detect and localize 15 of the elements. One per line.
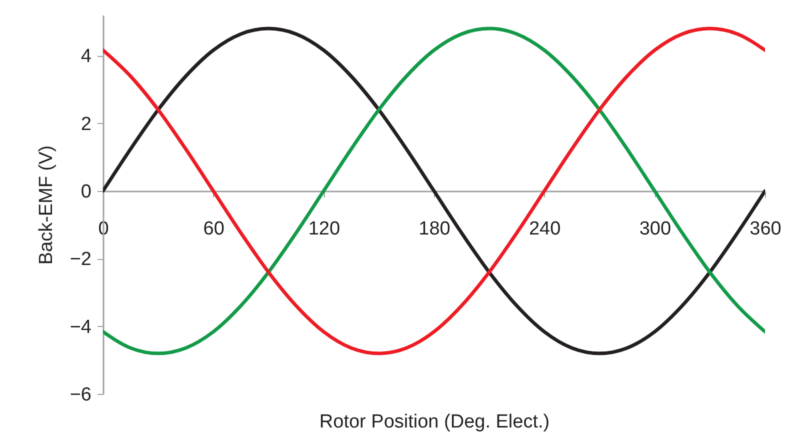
- y-tick-label: 0: [80, 181, 92, 202]
- x-tick-label: 360: [750, 218, 782, 240]
- x-tick-label: 300: [639, 218, 672, 240]
- y-tick-label: −2: [70, 249, 92, 270]
- x-axis-title: Rotor Position (Deg. Elect.): [319, 412, 550, 432]
- x-tick-label: 120: [308, 218, 340, 240]
- x-tick-label: 180: [418, 218, 450, 240]
- y-axis-title: Back-EMF (V): [36, 145, 57, 265]
- y-tick-label: 4: [80, 46, 92, 68]
- y-tick-label: −6: [70, 384, 92, 406]
- x-tick-label: 0: [98, 218, 109, 240]
- y-tick-label: −4: [70, 316, 92, 338]
- x-tick-label: 240: [528, 218, 561, 240]
- x-tick-label: 60: [203, 218, 224, 240]
- y-tick-label: 2: [80, 114, 92, 135]
